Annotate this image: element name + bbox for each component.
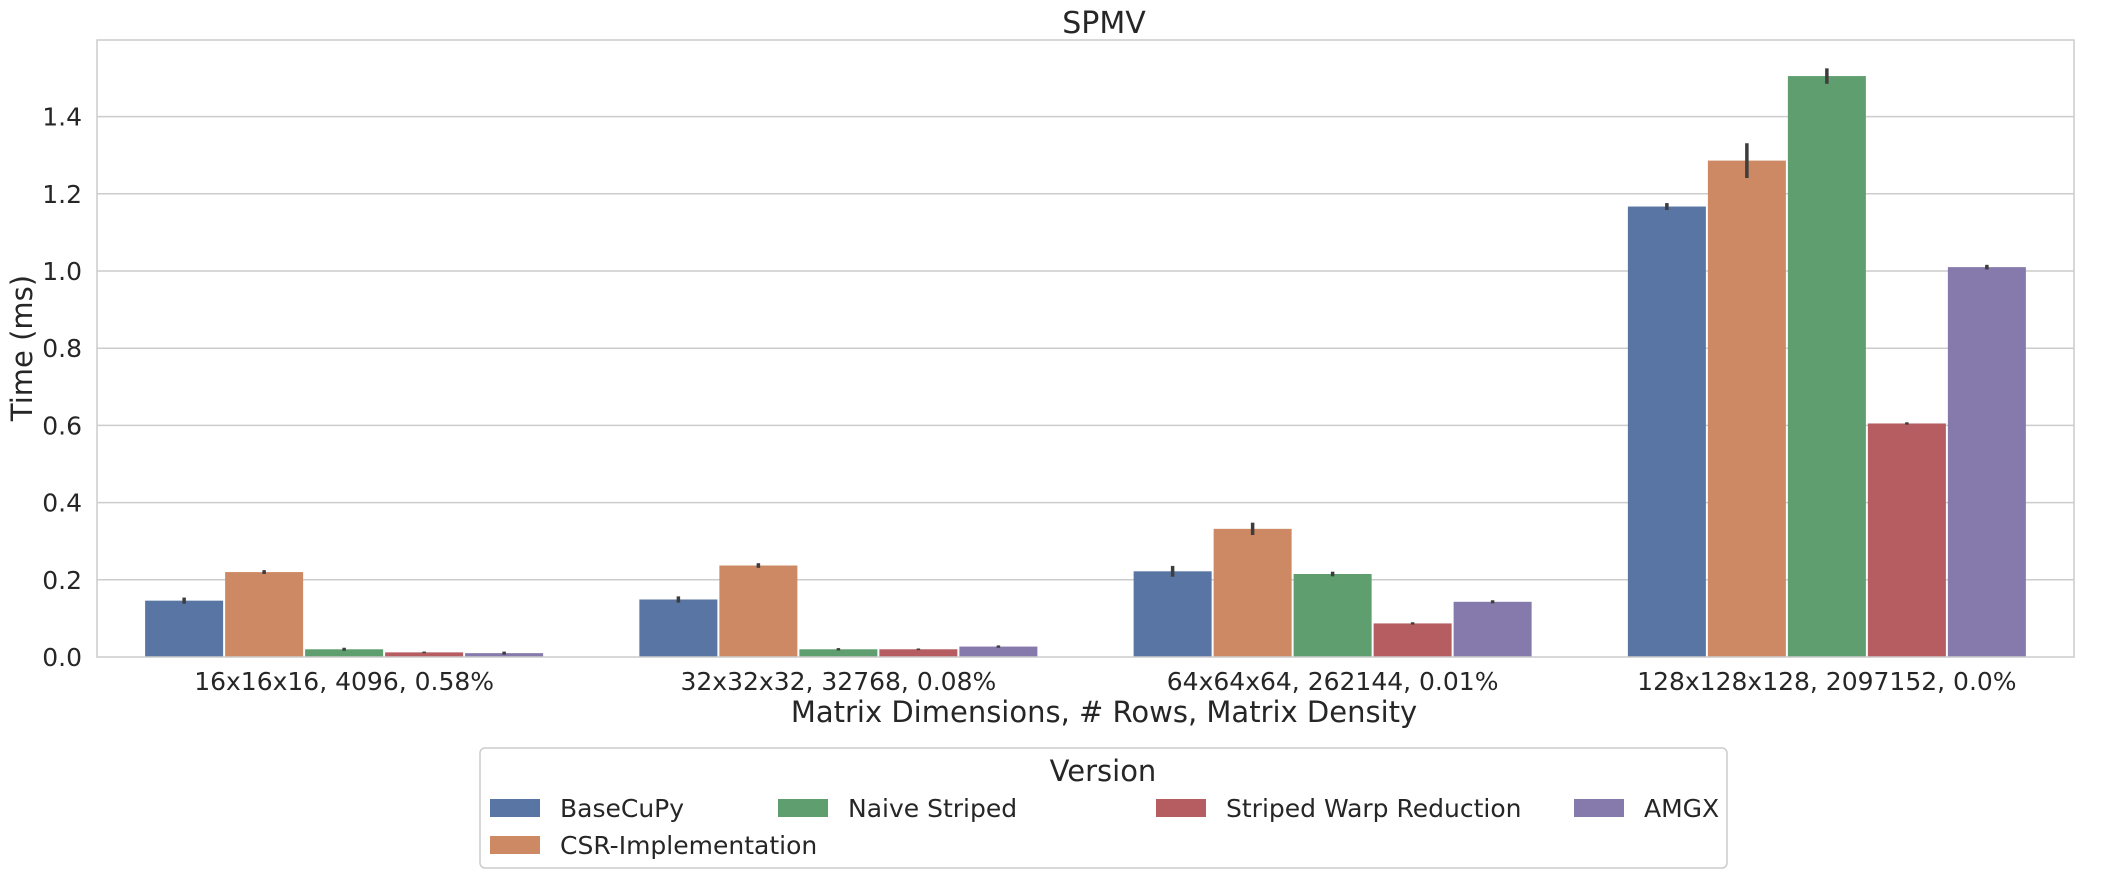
bar bbox=[305, 649, 384, 657]
bar bbox=[145, 600, 224, 657]
y-tick-label: 0.4 bbox=[42, 489, 82, 518]
legend-title: Version bbox=[1050, 754, 1157, 788]
legend-label: CSR-Implementation bbox=[560, 831, 817, 860]
bar bbox=[1373, 623, 1452, 657]
bar bbox=[1133, 571, 1212, 657]
bar bbox=[719, 565, 798, 657]
bar bbox=[1787, 76, 1866, 657]
bar bbox=[1453, 601, 1532, 657]
x-tick-label: 64x64x64, 262144, 0.01% bbox=[1167, 667, 1499, 696]
legend-item: CSR-Implementation bbox=[490, 831, 817, 860]
legend-label: BaseCuPy bbox=[560, 794, 684, 823]
legend-items: BaseCuPy CSR-Implementation Naive Striped S… bbox=[490, 794, 1719, 860]
x-tick-labels: 16x16x16, 4096, 0.58% 32x32x32, 32768, 0.… bbox=[194, 667, 2016, 696]
y-tick-labels: 0.0 0.2 0.4 0.6 0.8 1.0 1.2 1.4 bbox=[42, 103, 82, 672]
y-tick-label: 0.8 bbox=[42, 334, 82, 363]
y-tick-label: 0.2 bbox=[42, 566, 82, 595]
bar bbox=[639, 599, 718, 657]
bar bbox=[225, 572, 304, 657]
x-tick-label: 32x32x32, 32768, 0.08% bbox=[680, 667, 996, 696]
gridlines bbox=[97, 115, 2074, 581]
error-bars bbox=[182, 68, 1989, 655]
legend-frame bbox=[479, 747, 1728, 869]
legend-swatch bbox=[1156, 799, 1206, 817]
y-tick-label: 0.6 bbox=[42, 411, 82, 440]
plot-frame bbox=[96, 39, 2075, 658]
chart-title: SPMV bbox=[1062, 6, 1146, 41]
bar bbox=[1293, 574, 1372, 657]
legend-label: AMGX bbox=[1644, 794, 1719, 823]
legend-label: Striped Warp Reduction bbox=[1226, 794, 1521, 823]
legend-item: BaseCuPy bbox=[490, 794, 684, 823]
y-tick-label: 0.0 bbox=[42, 643, 82, 672]
bar bbox=[385, 652, 464, 657]
y-axis-label: Time (ms) bbox=[5, 275, 39, 422]
bar bbox=[799, 649, 878, 657]
x-axis-label: Matrix Dimensions, # Rows, Matrix Densit… bbox=[791, 695, 1417, 729]
bar bbox=[959, 646, 1038, 657]
bar bbox=[465, 653, 544, 657]
legend-label: Naive Striped bbox=[848, 794, 1017, 823]
legend-swatch bbox=[490, 836, 540, 854]
y-tick-label: 1.0 bbox=[42, 257, 82, 286]
bars bbox=[145, 76, 2026, 657]
legend: Version BaseCuPy CSR-Implementation Naive … bbox=[479, 747, 1728, 869]
legend-item: Striped Warp Reduction bbox=[1156, 794, 1521, 823]
bar bbox=[1947, 267, 2026, 657]
legend-swatch bbox=[778, 799, 828, 817]
bar bbox=[1707, 160, 1786, 657]
x-tick-label: 128x128x128, 2097152, 0.0% bbox=[1637, 667, 2016, 696]
legend-item: AMGX bbox=[1574, 794, 1719, 823]
legend-swatch bbox=[490, 799, 540, 817]
bar bbox=[1213, 528, 1292, 657]
legend-swatch bbox=[1574, 799, 1624, 817]
y-tick-label: 1.2 bbox=[42, 180, 82, 209]
bar bbox=[879, 649, 958, 657]
bar bbox=[1627, 206, 1706, 657]
x-tick-label: 16x16x16, 4096, 0.58% bbox=[194, 667, 494, 696]
bar bbox=[1867, 423, 1946, 657]
y-tick-label: 1.4 bbox=[42, 103, 82, 132]
legend-item: Naive Striped bbox=[778, 794, 1017, 823]
